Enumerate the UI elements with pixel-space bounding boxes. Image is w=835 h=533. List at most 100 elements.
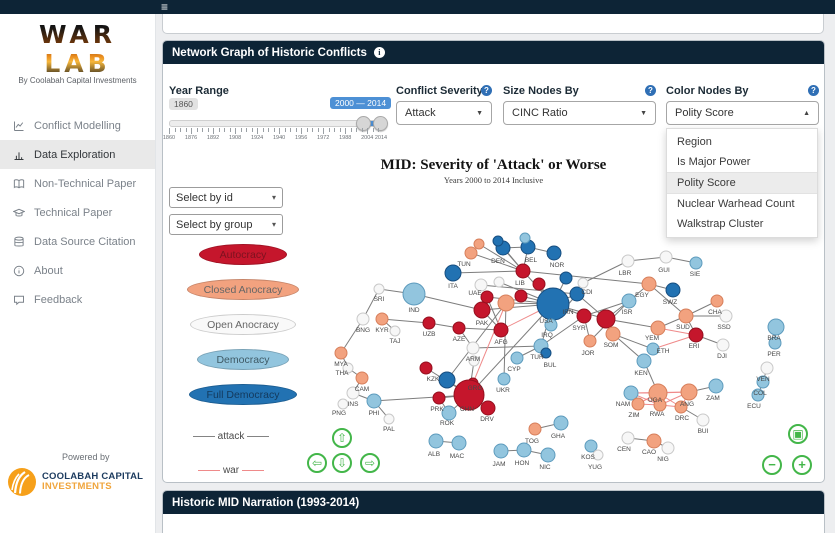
node-PAK[interactable] (473, 301, 491, 319)
node-LBR[interactable] (621, 254, 635, 268)
node-CHA[interactable] (710, 294, 724, 308)
color-nodes-by-help-icon[interactable]: ? (808, 85, 819, 96)
menu-option-walkstrap-cluster[interactable]: Walkstrap Cluster (677, 218, 764, 230)
node-NIC[interactable] (540, 447, 556, 463)
node-LIB[interactable] (515, 263, 531, 279)
node-YUG[interactable] (592, 449, 604, 461)
node-SWZ[interactable] (665, 282, 681, 298)
node-n8[interactable] (559, 271, 573, 285)
node-AFG[interactable] (493, 322, 509, 338)
node-PNG[interactable] (337, 398, 349, 410)
node-INS[interactable] (346, 386, 360, 400)
node-TOG[interactable] (528, 422, 542, 436)
zoom-out-button[interactable]: − (762, 455, 782, 475)
node-ANG[interactable] (680, 383, 698, 401)
node-IRN[interactable] (569, 286, 585, 302)
pan-down-button[interactable]: ⇩ (332, 453, 352, 473)
node-n1[interactable] (473, 238, 485, 250)
year-slider-handle-start[interactable] (355, 116, 371, 131)
node-CAM[interactable] (355, 371, 369, 385)
pan-right-button[interactable]: ⇨ (360, 453, 380, 473)
node-SYR[interactable] (576, 308, 592, 324)
conflict-severity-dropdown[interactable]: Attack ▼ (396, 101, 492, 125)
sidebar-item-data-source-citation[interactable]: Data Source Citation (0, 227, 155, 256)
conflict-severity-help-icon[interactable]: ? (481, 85, 492, 96)
node-SUD[interactable] (678, 308, 694, 324)
node-n9[interactable] (497, 294, 515, 312)
node-GHA[interactable] (553, 415, 569, 431)
node-BNG[interactable] (356, 312, 370, 326)
node-PAL[interactable] (383, 413, 395, 425)
node-ZAM[interactable] (708, 378, 724, 394)
year-slider[interactable] (169, 116, 388, 131)
node-THA[interactable] (342, 362, 354, 374)
node-NOR[interactable] (546, 245, 562, 261)
color-nodes-by-dropdown[interactable]: Polity Score ▲ (666, 101, 819, 125)
menu-option-nuclear-warhead-count[interactable]: Nuclear Warhead Count (677, 198, 795, 210)
node-CYP[interactable] (510, 351, 524, 365)
node-PRK[interactable] (432, 391, 446, 405)
node-JAM[interactable] (493, 443, 509, 459)
node-BUI[interactable] (696, 413, 710, 427)
sidebar-item-feedback[interactable]: Feedback (0, 285, 155, 314)
node-BUL[interactable] (540, 347, 552, 359)
node-ECU[interactable] (751, 388, 765, 402)
pan-up-button[interactable]: ⇧ (332, 428, 352, 448)
menu-option-region[interactable]: Region (677, 136, 712, 148)
menu-option-is-major-power[interactable]: Is Major Power (677, 156, 751, 168)
node-UKR[interactable] (497, 372, 511, 386)
node-SRI[interactable] (373, 283, 385, 295)
node-YEM[interactable] (650, 320, 666, 336)
sidebar-item-technical-paper[interactable]: Technical Paper (0, 198, 155, 227)
node-KOS[interactable] (584, 439, 598, 453)
node-AZE[interactable] (452, 321, 466, 335)
size-nodes-by-dropdown[interactable]: CINC Ratio ▼ (503, 101, 656, 125)
node-UZB[interactable] (422, 316, 436, 330)
node-n12[interactable] (468, 355, 480, 367)
node-DJI[interactable] (716, 338, 730, 352)
sidebar-item-conflict-modelling[interactable]: Conflict Modelling (0, 111, 155, 140)
node-CHN[interactable] (453, 379, 485, 411)
hamburger-menu-icon[interactable]: ≡ (161, 0, 169, 14)
node-GUI[interactable] (659, 250, 673, 264)
node-ISR[interactable] (621, 293, 637, 309)
node-n5[interactable] (514, 289, 528, 303)
node-CDI[interactable] (577, 277, 589, 289)
node-EGY[interactable] (641, 276, 657, 292)
node-ITA[interactable] (444, 264, 462, 282)
node-RWA[interactable] (653, 398, 667, 412)
node-HON[interactable] (516, 442, 532, 458)
node-n3[interactable] (519, 232, 531, 244)
node-SIE[interactable] (689, 256, 703, 270)
node-n4[interactable] (480, 290, 494, 304)
node-MAC[interactable] (451, 435, 467, 451)
node-ROK[interactable] (441, 405, 457, 421)
year-slider-handle-end[interactable] (373, 116, 388, 131)
zoom-in-button[interactable]: + (792, 455, 812, 475)
node-BRA[interactable] (767, 318, 785, 336)
node-DRC[interactable] (674, 400, 688, 414)
node-MYA[interactable] (334, 346, 348, 360)
node-n11[interactable] (419, 361, 433, 375)
sidebar-item-data-exploration[interactable]: Data Exploration (0, 140, 155, 169)
node-PER[interactable] (768, 336, 782, 350)
node-ERI[interactable] (688, 327, 704, 343)
node-DRV[interactable] (480, 400, 496, 416)
node-TAJ[interactable] (389, 325, 401, 337)
node-SSD[interactable] (719, 309, 733, 323)
node-NIG[interactable] (661, 441, 675, 455)
node-CEN[interactable] (621, 431, 635, 445)
sidebar-item-about[interactable]: About (0, 256, 155, 285)
node-n10[interactable] (596, 309, 616, 329)
node-ETH[interactable] (646, 342, 660, 356)
node-n6[interactable] (493, 276, 505, 288)
node-ZIM[interactable] (631, 397, 645, 411)
node-NAM[interactable] (623, 385, 639, 401)
sidebar-item-non-technical-paper[interactable]: Non-Technical Paper (0, 169, 155, 198)
node-ALB[interactable] (428, 433, 444, 449)
node-UAE[interactable] (474, 278, 488, 292)
node-KEN[interactable] (636, 353, 652, 369)
node-VEN[interactable] (760, 361, 774, 375)
node-KYR[interactable] (375, 312, 389, 326)
